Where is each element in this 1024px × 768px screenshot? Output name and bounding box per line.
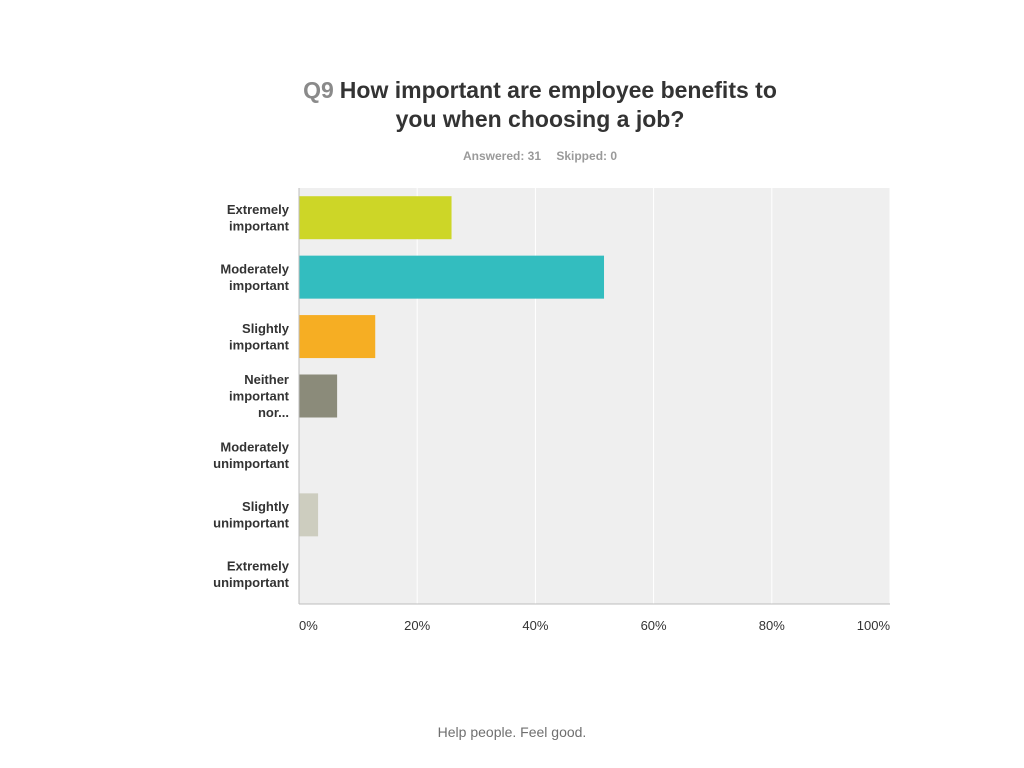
bar: [299, 374, 338, 418]
category-label-line: Extremely: [227, 559, 290, 574]
category-label: Extremely unimportant: [213, 559, 290, 591]
category-label-line: Neither: [244, 372, 289, 387]
category-label-line: unimportant: [213, 575, 289, 590]
category-label-line: important: [229, 218, 290, 233]
skipped-count: Skipped: 0: [556, 149, 618, 163]
x-tick-label: 40%: [522, 618, 548, 633]
category-label: Slightly unimportant: [213, 499, 290, 530]
question-text-line1: How important are employee benefits to: [339, 77, 777, 103]
category-label: Moderately important: [220, 261, 289, 293]
category-label-line: unimportant: [213, 456, 289, 471]
category-label-line: important: [229, 337, 290, 352]
chart-title: Q9 How important are employee benefits to…: [250, 76, 830, 134]
response-stats: Answered: 31 Skipped: 0: [250, 149, 830, 163]
question-number: Q9: [303, 77, 334, 103]
x-tick-label: 20%: [404, 618, 430, 633]
category-label-line: Moderately: [220, 440, 289, 455]
category-label: Extremely important: [227, 202, 290, 234]
question-text-line2: you when choosing a job?: [395, 106, 685, 132]
plot-area: [299, 188, 890, 604]
category-label: Slightly important: [229, 321, 290, 353]
x-tick-label: 0%: [299, 618, 318, 633]
category-label-line: Slightly: [242, 499, 290, 514]
x-tick-label: 60%: [641, 618, 667, 633]
category-label: Moderately unimportant: [213, 440, 290, 472]
answered-count: Answered: 31: [462, 149, 541, 163]
bar: [299, 255, 605, 299]
bar: [299, 315, 376, 359]
category-label: Neither important nor...: [229, 372, 290, 420]
category-label-line: important: [229, 389, 290, 404]
x-tick-label: 80%: [759, 618, 785, 633]
category-label-line: important: [229, 278, 290, 293]
category-label-line: nor...: [258, 405, 289, 420]
bar: [299, 493, 319, 537]
x-tick-label: 100%: [857, 618, 891, 633]
category-label-line: Slightly: [242, 321, 290, 336]
category-label-line: Moderately: [220, 261, 289, 276]
category-label-line: Extremely: [227, 202, 290, 217]
category-label-line: unimportant: [213, 516, 289, 531]
bar: [299, 196, 452, 240]
footer-tagline: Help people. Feel good.: [437, 724, 587, 740]
